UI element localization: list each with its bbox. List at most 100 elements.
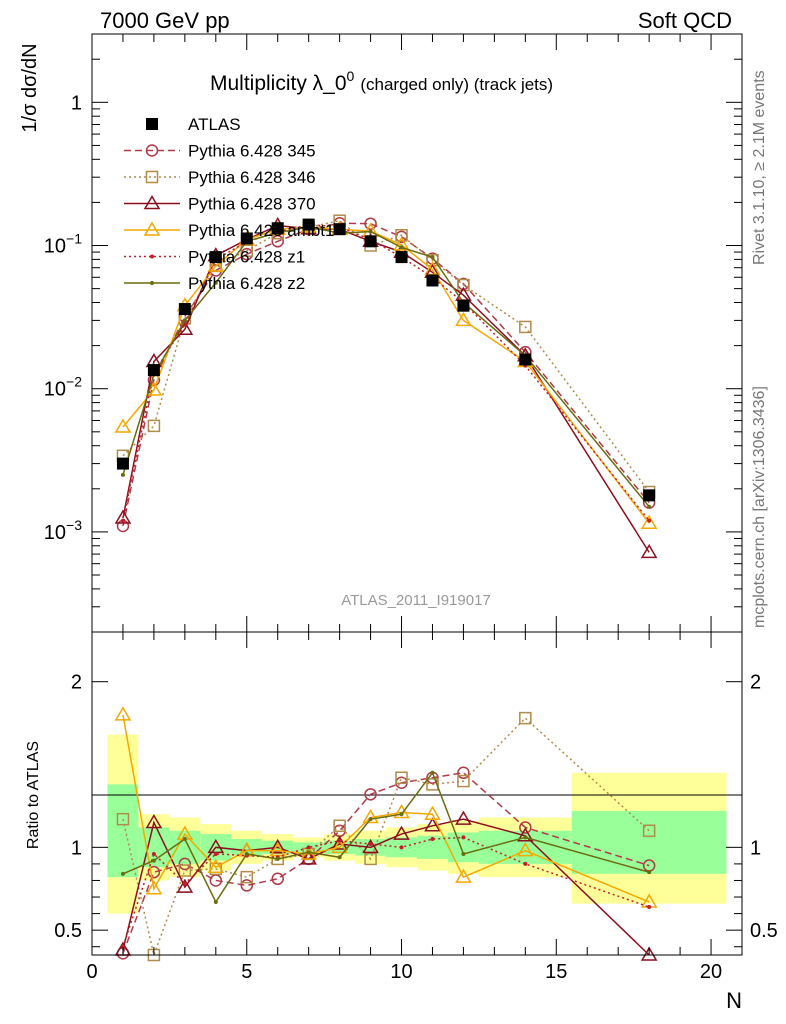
side-label-bottom: mcplots.cern.ch [arXiv:1306.3436]: [751, 386, 768, 628]
data-point: [457, 278, 470, 292]
data-point: [178, 303, 191, 316]
data-point: [213, 851, 218, 856]
data-point: [116, 457, 129, 470]
main-ytick-label-base: 10: [44, 379, 66, 401]
ratio-ytick-label-right: 0.5: [750, 920, 778, 942]
ratio-series: [114, 706, 658, 962]
data-point: [150, 281, 154, 285]
watermark: ATLAS_2011_I919017: [341, 592, 491, 609]
data-point: [145, 381, 163, 396]
main-series: [114, 214, 658, 559]
data-point: [145, 144, 159, 157]
data-point: [426, 778, 439, 791]
header-right: Soft QCD: [638, 8, 732, 33]
data-point: [399, 245, 404, 250]
main-ticks: [91, 33, 743, 633]
data-point: [362, 838, 379, 854]
data-point: [213, 280, 218, 285]
data-point: [395, 228, 408, 242]
data-point: [146, 118, 158, 130]
main-series-group: [114, 216, 658, 559]
data-point: [523, 861, 528, 866]
data-point: [519, 711, 532, 725]
data-point: [647, 504, 652, 509]
plot-title-sup: 0: [347, 68, 355, 84]
main-ytick-label: 1: [71, 92, 82, 114]
main-series-line: [122, 222, 650, 527]
legend-item: Pythia 6.428 346: [124, 168, 316, 187]
data-point: [364, 788, 377, 801]
data-point: [399, 812, 404, 817]
data-point: [517, 827, 534, 842]
main-ytick-label-base: 1: [71, 92, 82, 114]
main-ytick-labels: 10−310−210−11: [44, 92, 82, 544]
data-point: [151, 851, 156, 856]
data-point: [519, 353, 532, 366]
legend-label: Pythia 6.428 ambt1: [188, 221, 334, 240]
ratio-series-group: [114, 810, 658, 961]
side-label-top: Rivet 3.1.10, ≥ 2.1M events: [751, 70, 768, 265]
legend-label: Pythia 6.428 z1: [188, 248, 305, 267]
ratio-series-line: [122, 771, 650, 904]
data-point: [143, 195, 161, 210]
plot-title: Multiplicity λ_00 (charged only) (track j…: [210, 68, 553, 95]
main-series-line: [122, 224, 650, 553]
data-point: [209, 251, 222, 264]
data-point: [151, 858, 156, 863]
data-point: [333, 819, 346, 833]
xtick-label: 15: [545, 961, 567, 983]
data-point: [364, 852, 377, 866]
data-point: [145, 170, 159, 184]
data-point: [145, 813, 163, 829]
xtick-label: 20: [700, 961, 722, 983]
main-series-line: [122, 223, 650, 522]
data-point: [457, 774, 470, 788]
data-point: [120, 472, 125, 477]
data-point: [182, 837, 187, 842]
data-point: [114, 509, 132, 524]
main-series-line: [122, 226, 650, 508]
data-point: [114, 418, 132, 433]
xlabel: N: [726, 988, 742, 1013]
main-ytick-label-exp: −2: [66, 374, 82, 390]
data-point: [240, 879, 254, 892]
main-series-group: [120, 222, 652, 523]
data-point: [430, 837, 435, 842]
main-series-group: [116, 218, 656, 502]
data-point: [393, 804, 410, 819]
main-ylabel: 1/σ dσ/dN: [19, 43, 41, 132]
main-ytick-label-base: 10: [44, 522, 66, 544]
xtick-labels: 0 5 10 15 20: [86, 961, 722, 983]
ratio-ytick-label-left: 2: [71, 672, 82, 694]
xtick-label: 10: [390, 961, 412, 983]
legend-label: Pythia 6.428 345: [188, 142, 316, 161]
ratio-stat-band: [107, 784, 139, 878]
legend-item: Pythia 6.428 370: [124, 195, 316, 214]
data-point: [424, 805, 441, 820]
header-left: 7000 GeV pp: [100, 8, 230, 33]
data-point: [399, 845, 404, 850]
main-series-group: [120, 224, 652, 509]
data-point: [519, 821, 532, 834]
data-point: [178, 857, 192, 871]
legend-item: Pythia 6.428 ambt1: [124, 221, 334, 240]
data-point: [120, 871, 125, 876]
main-ytick-label: 10−1: [44, 231, 82, 258]
ratio-series-group: [120, 770, 652, 904]
data-point: [145, 880, 163, 895]
data-point: [393, 236, 410, 251]
data-point: [240, 232, 253, 245]
data-point: [147, 865, 161, 879]
data-point: [182, 318, 187, 323]
data-point: [275, 856, 280, 861]
data-point: [455, 868, 472, 883]
data-point: [337, 838, 342, 843]
data-point: [457, 766, 470, 780]
data-point: [368, 817, 373, 822]
data-point: [271, 852, 284, 866]
data-point: [368, 842, 373, 847]
main-series-line: [122, 226, 650, 524]
ratio-ytick-label-left: 0.5: [54, 920, 82, 942]
main-ytick-label-exp: −3: [66, 517, 82, 533]
data-point: [647, 870, 652, 875]
